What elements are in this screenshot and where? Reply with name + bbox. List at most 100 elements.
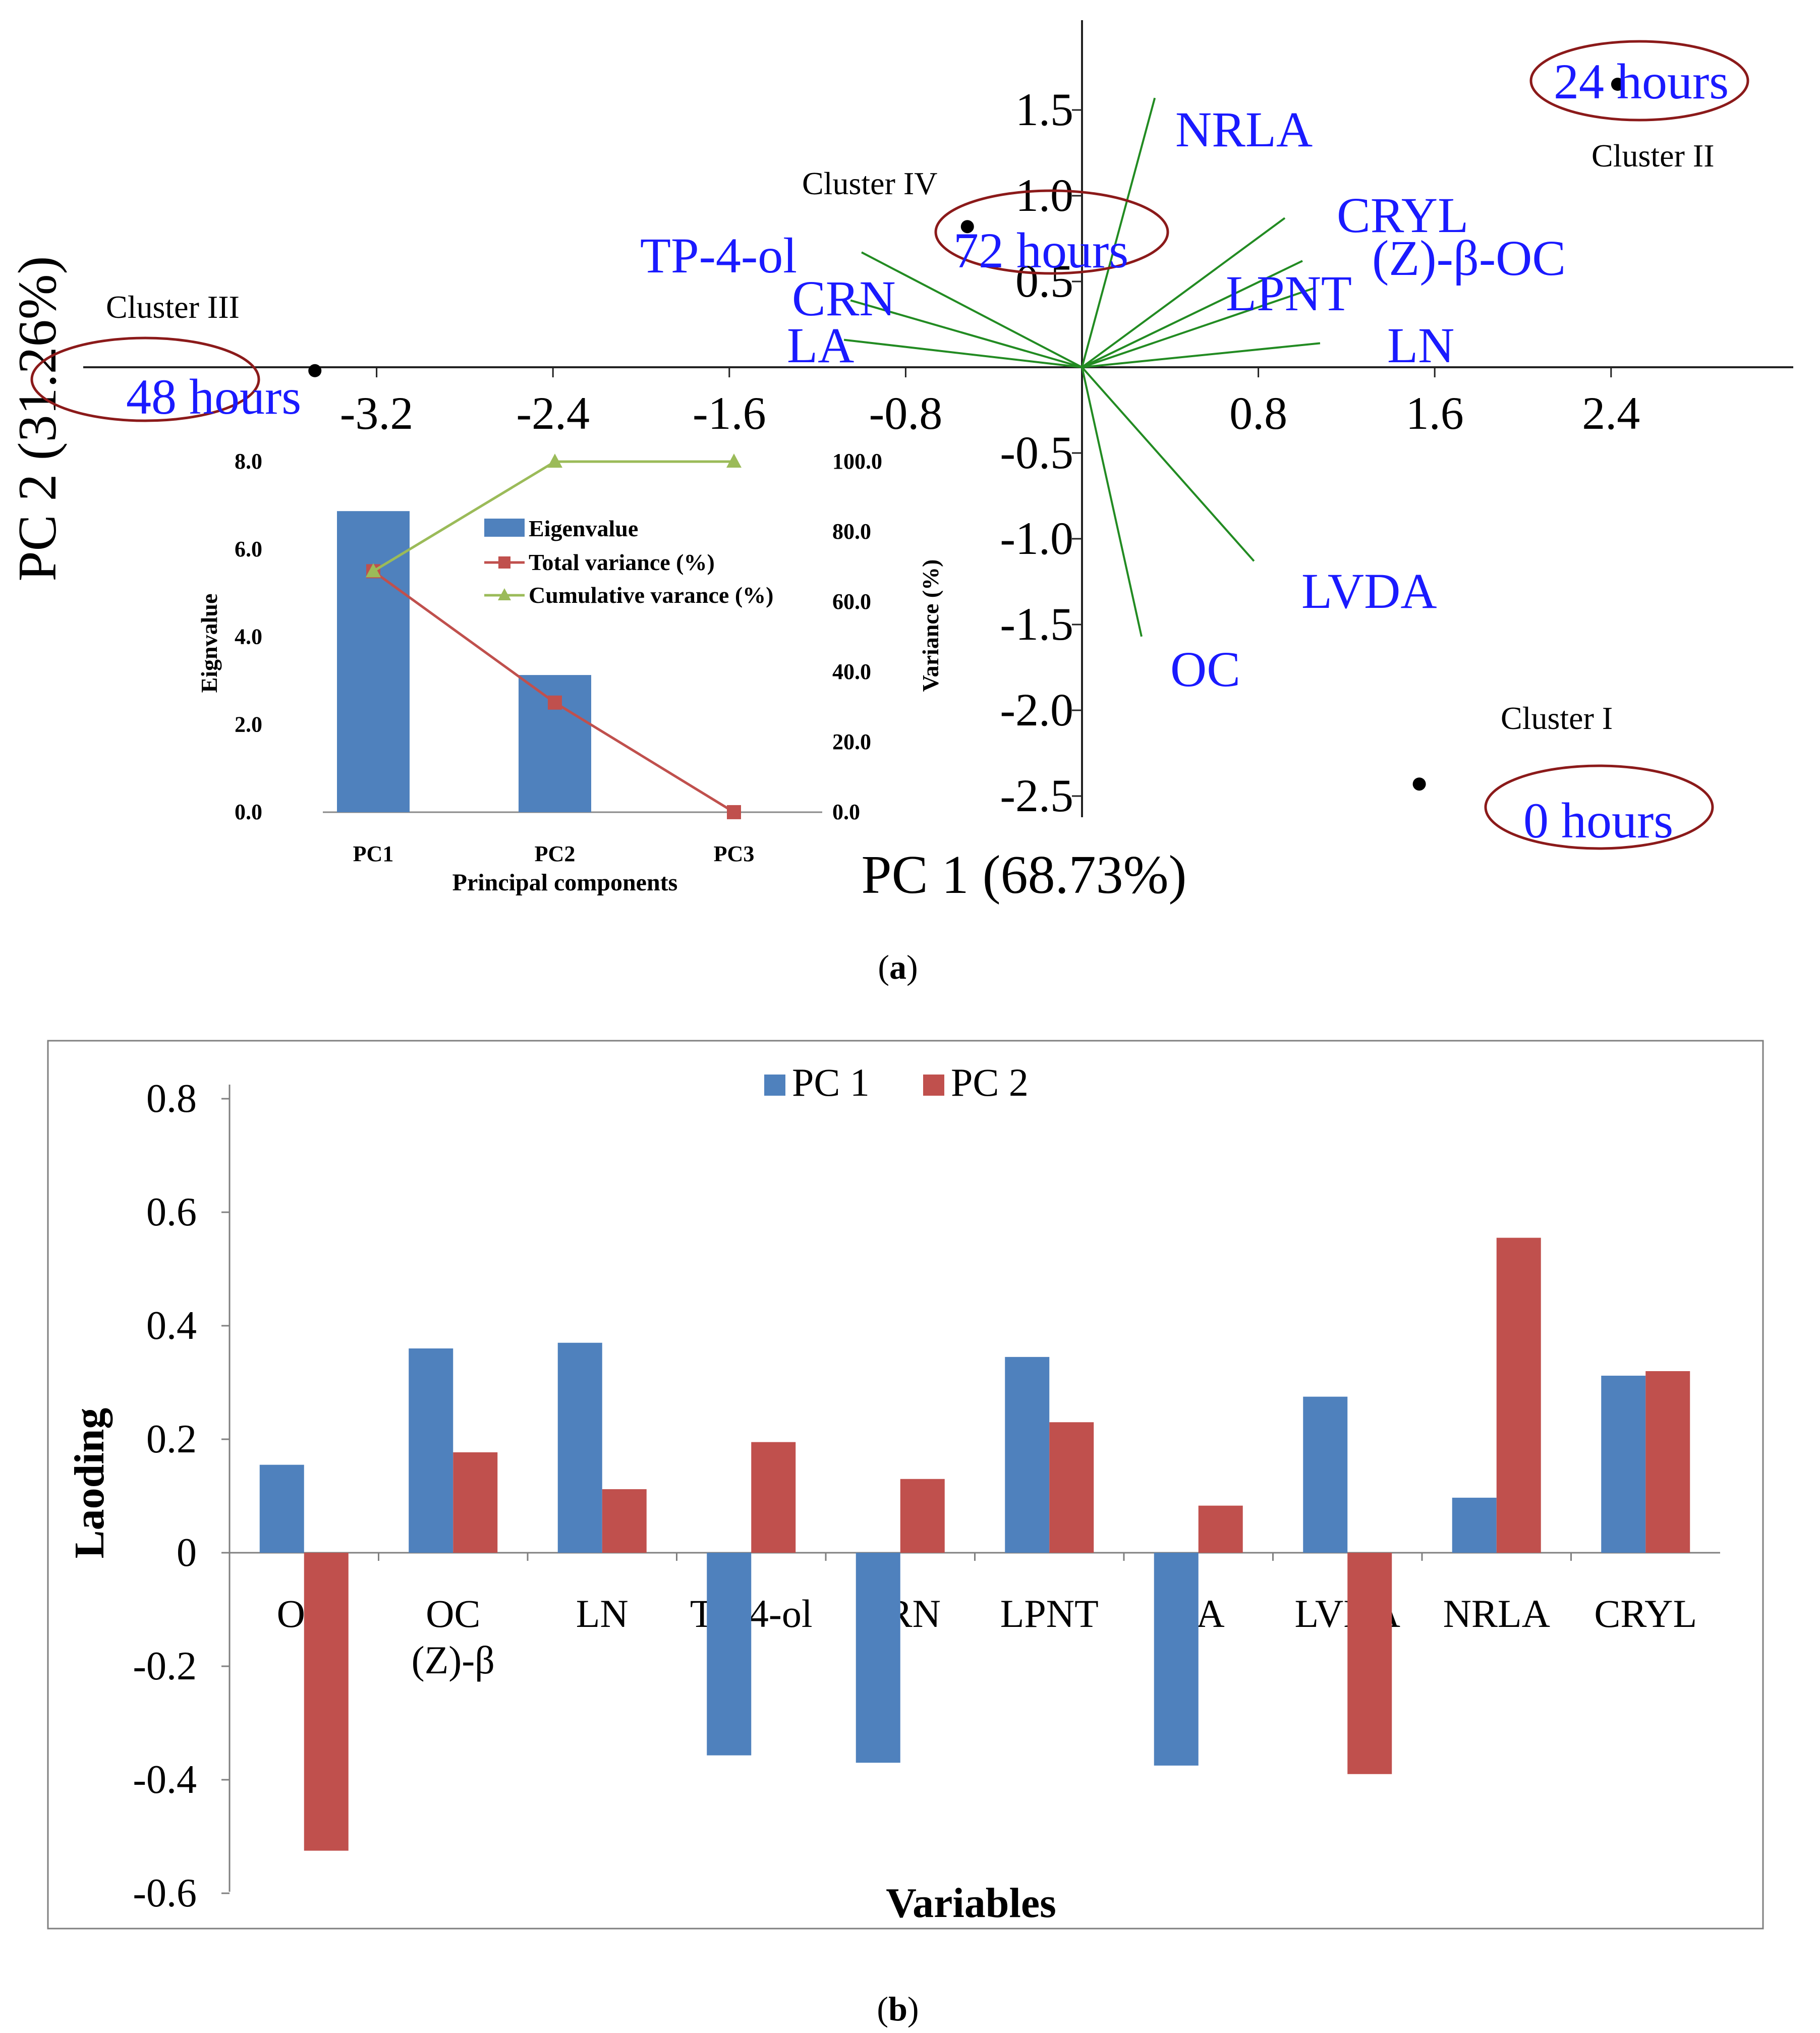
x-tick-label: 2.4 [1582, 387, 1640, 439]
inset-right-tick-label: 100.0 [832, 449, 882, 474]
pc1-bar [1154, 1553, 1199, 1766]
inset-total-variance-marker [727, 805, 741, 819]
plot-frame [47, 1040, 1764, 1930]
inset-legend-swatch [484, 519, 525, 537]
sample-point [1412, 777, 1426, 791]
inset-left-tick-label: 4.0 [235, 625, 262, 649]
y-tick-label: -0.6 [133, 1871, 197, 1915]
inset-right-tick-label: 80.0 [832, 519, 871, 544]
y-tick-label: -0.5 [1000, 427, 1073, 478]
y-tick-label: -0.4 [133, 1758, 197, 1802]
y-tick-label: 1.5 [1015, 84, 1073, 135]
loading-vector [843, 338, 1083, 368]
inset-cumulative-variance-marker [726, 454, 742, 468]
panel-a-caption: (a) [878, 948, 918, 986]
y-tick-label: 0.5 [1015, 255, 1073, 307]
loading-vector [1081, 97, 1156, 368]
cluster-label: Cluster IV [802, 165, 937, 201]
y-tick-label: -2.5 [1000, 770, 1073, 821]
loading-label: NRLA [1175, 101, 1313, 157]
inset-left-axis-title: Eignvalue [196, 594, 222, 693]
inset-right-tick-label: 40.0 [832, 659, 871, 684]
pc2-bar [1347, 1553, 1392, 1774]
pc1-bar [259, 1464, 304, 1553]
x-tick-label: 0.8 [1229, 387, 1287, 439]
inset-right-axis-title: Variance (%) [918, 559, 943, 692]
inset-legend-marker [498, 556, 510, 569]
pc1-bar [1303, 1396, 1348, 1553]
loading-vector [1082, 260, 1303, 368]
y-axis-title: PC 2 (31.26%) [8, 256, 68, 582]
panel-a-inset-chart: 8.0 6.0 4.0 2.0 0.0 100.0 80.0 60.0 40.0 20.0 0.0 E… [196, 449, 943, 896]
inset-left-tick-label: 8.0 [235, 449, 262, 474]
pc2-bar [751, 1442, 796, 1553]
loading-label: LVDA [1301, 563, 1437, 619]
legend-label: PC 2 [951, 1060, 1029, 1104]
loading-vector [1082, 287, 1314, 368]
pc2-bar [453, 1452, 498, 1553]
inset-cumulative-variance-marker [547, 454, 562, 468]
x-category-label: (Z)-β [412, 1638, 495, 1682]
sample-point [308, 364, 322, 377]
pc2-bar [1496, 1237, 1541, 1553]
loading-label: CRYL [1337, 187, 1468, 243]
inset-category-label: PC2 [535, 841, 576, 866]
pc2-bar [1049, 1422, 1094, 1553]
pc1-bar [409, 1348, 453, 1553]
loading-label: LA [787, 317, 854, 373]
loading-label: TP-4-ol [640, 228, 797, 284]
x-category-label: LN [576, 1592, 629, 1635]
panel-a-letter: a [889, 948, 906, 986]
x-category-label: LPNT [1000, 1592, 1099, 1635]
sample-label: 0 hours [1523, 793, 1673, 849]
y-tick-label: -2.0 [1000, 684, 1073, 736]
y-tick-label: 0.2 [146, 1417, 197, 1461]
loading-vector [1081, 366, 1255, 562]
legend-swatch [923, 1075, 944, 1096]
x-category-label: CRYL [1594, 1592, 1697, 1635]
inset-total-variance-marker [548, 695, 562, 710]
pc2-bar [602, 1489, 647, 1553]
loading-vector [850, 299, 1083, 368]
y-tick-label: 0.6 [146, 1190, 197, 1234]
pc1-bar [707, 1553, 752, 1756]
loading-label: LPNT [1226, 265, 1352, 321]
x-tick-label: -1.6 [693, 387, 766, 439]
x-category-label: OC [426, 1592, 480, 1635]
cluster-label: Cluster II [1591, 138, 1715, 174]
y-tick-label: 0 [177, 1531, 197, 1575]
sample-point [960, 220, 974, 234]
pc2-bar [304, 1553, 349, 1851]
pc2-bar [1198, 1505, 1243, 1553]
inset-category-label: PC1 [353, 841, 394, 866]
inset-left-tick-label: 2.0 [235, 712, 262, 737]
loading-vector [1082, 342, 1321, 368]
loading-label: CRN [792, 270, 896, 326]
inset-left-tick-label: 6.0 [235, 537, 262, 561]
inset-legend-label: Eigenvalue [529, 516, 638, 541]
sample-point [1611, 78, 1624, 91]
cluster-ellipse [1529, 40, 1749, 122]
loading-label: (Z)-β-OC [1372, 230, 1566, 286]
inset-legend-label: Cumulative varance (%) [529, 582, 773, 608]
inset-cumulative-variance-marker [366, 563, 381, 578]
inset-legend-label: Total variance (%) [529, 549, 715, 575]
x-tick-label: -2.4 [516, 387, 590, 439]
x-tick-label: -0.8 [869, 387, 943, 439]
sample-label: 48 hours [126, 369, 301, 425]
pc2-bar [1645, 1371, 1690, 1553]
y-tick-label: 0.8 [146, 1077, 197, 1121]
x-tick-label: -3.2 [340, 387, 414, 439]
pc2-bar [900, 1479, 945, 1553]
sample-label: 24 hours [1554, 53, 1729, 109]
pc1-bar [1005, 1357, 1050, 1553]
cluster-label: Cluster III [106, 289, 240, 325]
panel-b-bar-chart: 0.8 0.6 0.4 0.2 0 -0.2 -0.4 -0.6 Laoding Variable… [47, 1040, 1764, 1930]
x-category-label: NRLA [1443, 1592, 1550, 1635]
inset-category-label: PC3 [714, 841, 755, 866]
loading-vector [1081, 367, 1143, 637]
inset-left-tick-label: 0.0 [235, 800, 262, 824]
inset-right-tick-label: 0.0 [832, 800, 860, 824]
y-axis-title: Laoding [66, 1408, 113, 1559]
cluster-label: Cluster I [1501, 700, 1613, 736]
